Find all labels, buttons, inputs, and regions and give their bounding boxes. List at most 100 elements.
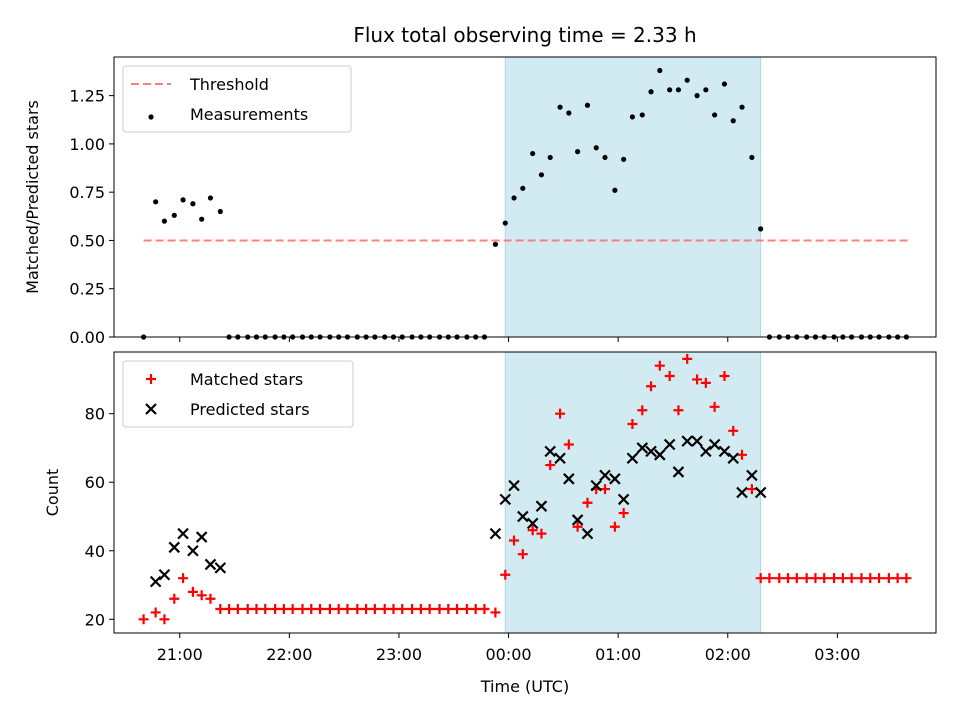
legend: Threshold Measurements <box>122 65 352 133</box>
data-point <box>791 573 802 584</box>
legend-label: Measurements <box>190 105 308 124</box>
data-point <box>575 149 581 155</box>
data-point <box>297 604 308 615</box>
data-point <box>700 445 712 458</box>
data-point <box>555 408 566 419</box>
data-point <box>618 508 629 519</box>
data-point <box>681 435 693 447</box>
legend-marker <box>146 374 156 384</box>
data-point <box>663 438 676 451</box>
data-point <box>621 156 627 162</box>
data-point <box>217 208 223 215</box>
data-point <box>700 377 711 388</box>
data-point <box>692 374 703 385</box>
data-point <box>739 104 745 110</box>
data-point <box>158 568 171 581</box>
x-tick-label: 01:00 <box>595 645 641 664</box>
data-point <box>352 604 363 615</box>
data-point <box>452 604 463 615</box>
data-point <box>342 604 353 615</box>
data-point <box>627 418 638 429</box>
x-tick-label: 22:00 <box>266 645 312 664</box>
data-point <box>379 604 390 615</box>
data-point <box>535 500 548 512</box>
data-point <box>415 604 426 615</box>
data-point <box>204 558 217 571</box>
data-point <box>205 593 216 604</box>
x-tick-label: 23:00 <box>376 645 422 664</box>
data-point <box>682 353 693 364</box>
data-point <box>149 575 162 588</box>
data-point <box>153 199 159 205</box>
data-point <box>712 112 718 118</box>
data-point <box>270 604 281 615</box>
y-tick-label: 0.75 <box>69 183 105 202</box>
data-point <box>242 604 253 615</box>
x-tick-label: 21:00 <box>157 645 203 664</box>
data-point <box>754 486 767 499</box>
data-point <box>694 93 700 99</box>
data-point <box>691 435 703 447</box>
data-point <box>251 604 262 615</box>
data-point <box>526 517 539 530</box>
y-axis-label: Count <box>43 469 62 517</box>
data-point <box>530 150 536 157</box>
data-point <box>536 528 547 539</box>
plot-frame <box>113 56 937 338</box>
data-point <box>177 527 189 540</box>
data-point <box>582 497 593 508</box>
series-predicted-stars <box>149 435 767 588</box>
data-point <box>489 527 502 540</box>
data-point <box>684 77 690 83</box>
data-point <box>563 473 575 485</box>
data-point <box>758 226 764 232</box>
data-point <box>169 593 180 604</box>
data-point <box>499 493 512 506</box>
data-point <box>819 573 830 584</box>
data-point <box>727 452 740 465</box>
data-point <box>407 604 418 615</box>
data-point <box>207 195 214 201</box>
data-point <box>397 604 408 615</box>
data-point <box>874 573 885 584</box>
x-tick-label: 00:00 <box>486 645 532 664</box>
data-point <box>654 360 665 371</box>
data-point <box>527 525 538 536</box>
data-point <box>214 562 227 574</box>
data-point <box>571 514 584 526</box>
data-point <box>361 604 372 615</box>
data-point <box>609 521 620 532</box>
data-point <box>667 87 673 93</box>
data-point <box>709 401 720 412</box>
legend-box <box>122 360 354 428</box>
y-axis-label: Matched/Predicted stars <box>23 100 42 294</box>
data-point <box>673 405 684 416</box>
data-point <box>196 590 207 601</box>
data-point <box>728 425 739 436</box>
legend-label: Predicted stars <box>190 400 310 419</box>
data-point <box>369 604 380 615</box>
data-point <box>224 604 235 615</box>
legend-box <box>122 65 352 133</box>
data-point <box>672 466 685 478</box>
y-tick-label: 0.00 <box>69 328 105 347</box>
data-point <box>746 484 757 495</box>
data-point <box>846 573 857 584</box>
data-point <box>538 172 545 178</box>
data-point <box>199 216 205 222</box>
y-tick-label: 20 <box>85 610 105 629</box>
observing-window <box>504 56 762 338</box>
data-point <box>721 81 728 87</box>
legend-marker <box>148 114 154 120</box>
data-point <box>168 541 181 554</box>
data-point <box>306 604 317 615</box>
data-point <box>517 510 529 523</box>
data-point <box>178 573 189 584</box>
data-point <box>520 185 526 191</box>
chart-title: Flux total observing time = 2.33 h <box>353 23 696 47</box>
data-point <box>675 87 682 93</box>
legend-label: Matched stars <box>190 370 303 389</box>
data-point <box>629 114 636 120</box>
data-point <box>639 112 645 118</box>
